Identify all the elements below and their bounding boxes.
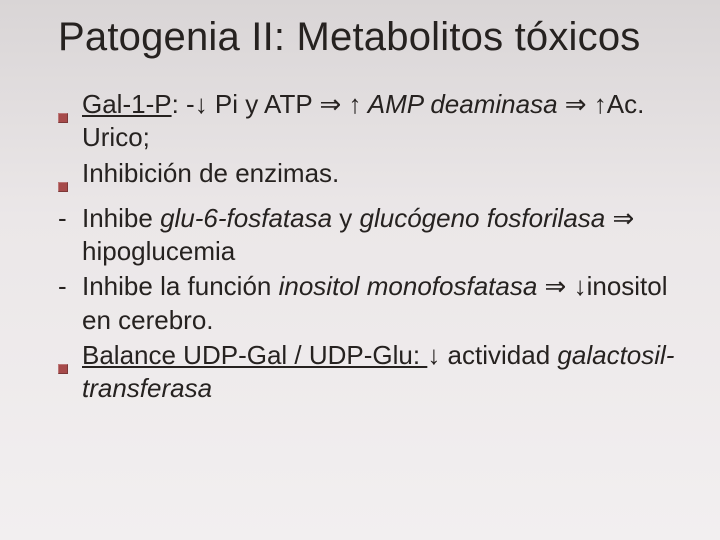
list-item: Gal-1-P: -↓ Pi y ATP ⇒ ↑ AMP deaminasa ⇒…	[58, 88, 688, 155]
implies-arrow-icon: ⇒	[319, 89, 341, 119]
dash-bullet-icon: -	[58, 270, 82, 303]
dash-bullet-icon: -	[58, 202, 82, 235]
slide: Patogenia II: Metabolitos tóxicos Gal-1-…	[0, 0, 720, 540]
up-arrow-icon: ↑	[594, 89, 607, 119]
list-item-text: Balance UDP-Gal / UDP-Glu: ↓ actividad g…	[82, 339, 688, 406]
list-item: - Inhibe la función inositol monofosfata…	[58, 270, 688, 337]
bullet-square-icon	[58, 88, 82, 131]
bullet-square-icon	[58, 339, 82, 382]
text-fragment: Pi y ATP	[208, 89, 320, 119]
text-fragment: y	[332, 203, 359, 233]
list-item-text: Gal-1-P: -↓ Pi y ATP ⇒ ↑ AMP deaminasa ⇒…	[82, 88, 688, 155]
text-fragment	[587, 89, 594, 119]
italic-text: glu-6-fosfatasa	[160, 203, 332, 233]
list-item: - Inhibe glu-6-fosfatasa y glucógeno fos…	[58, 202, 688, 269]
list-item-text: Inhibe glu-6-fosfatasa y glucógeno fosfo…	[82, 202, 688, 269]
down-arrow-icon: ↓	[195, 89, 208, 119]
implies-arrow-icon: ⇒	[565, 89, 587, 119]
text-fragment: hipoglucemia	[82, 236, 235, 266]
text-fragment: : -	[172, 89, 195, 119]
text-fragment: Inhibe	[82, 203, 160, 233]
list-item-text: Inhibición de enzimas.	[82, 157, 688, 190]
slide-body: Gal-1-P: -↓ Pi y ATP ⇒ ↑ AMP deaminasa ⇒…	[58, 88, 688, 405]
down-arrow-icon: ↓	[427, 340, 440, 370]
text-fragment: Inhibe la función	[82, 271, 279, 301]
underline-label: Balance UDP-Gal / UDP-Glu:	[82, 340, 427, 370]
underline-label: Gal-1-P	[82, 89, 172, 119]
text-fragment	[537, 271, 544, 301]
bullet-square-icon	[58, 157, 82, 200]
text-fragment: actividad	[440, 340, 557, 370]
text-fragment	[566, 271, 573, 301]
slide-title: Patogenia II: Metabolitos tóxicos	[58, 14, 688, 60]
italic-text: AMP deaminasa	[361, 89, 564, 119]
list-item-text: Inhibe la función inositol monofosfatasa…	[82, 270, 688, 337]
down-arrow-icon: ↓	[574, 271, 587, 301]
implies-arrow-icon: ⇒	[612, 203, 634, 233]
list-item: Balance UDP-Gal / UDP-Glu: ↓ actividad g…	[58, 339, 688, 406]
up-arrow-icon: ↑	[348, 89, 361, 119]
implies-arrow-icon: ⇒	[545, 271, 567, 301]
list-item: Inhibición de enzimas.	[58, 157, 688, 200]
italic-text: glucógeno fosforilasa	[360, 203, 606, 233]
italic-text: inositol monofosfatasa	[279, 271, 538, 301]
